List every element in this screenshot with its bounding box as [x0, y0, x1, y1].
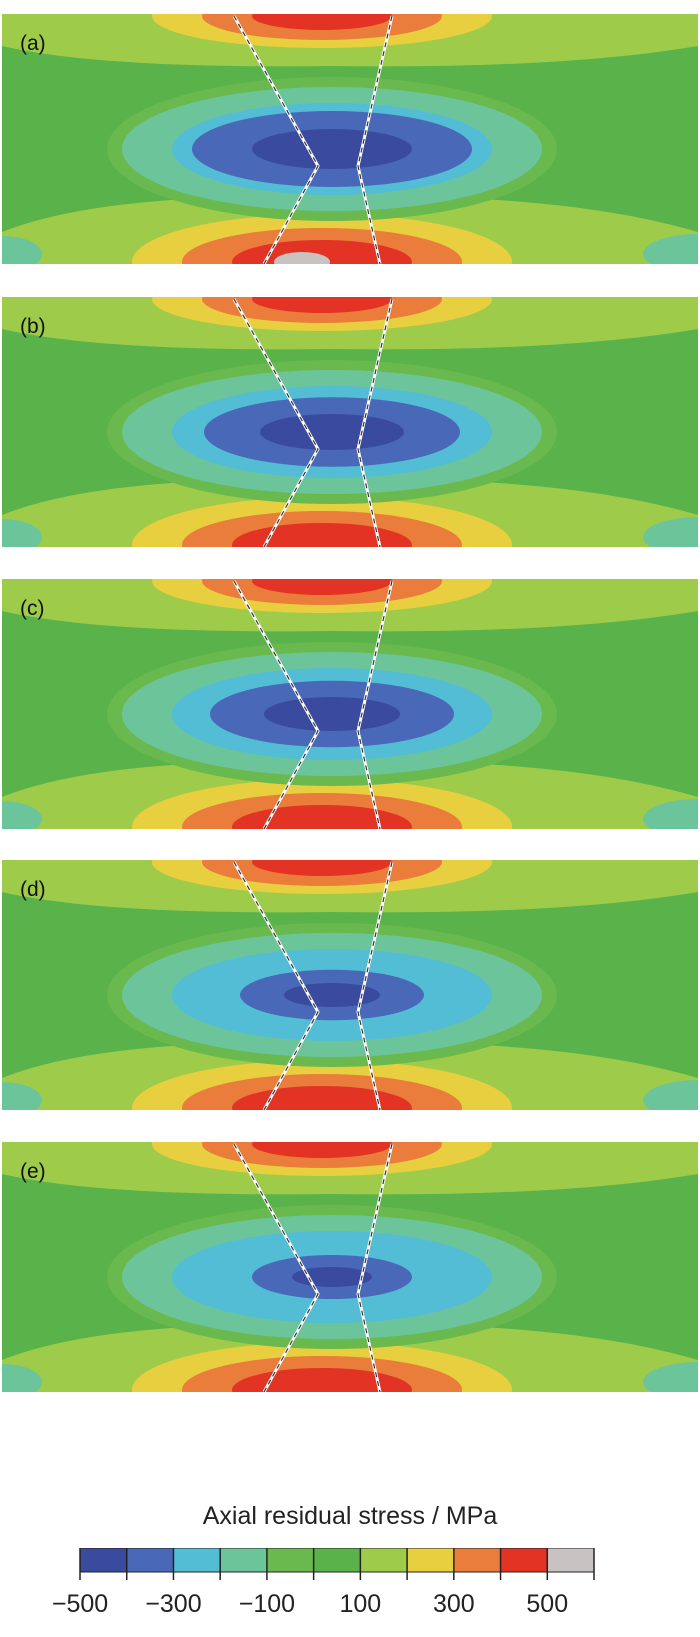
stress-contour-map	[2, 297, 698, 565]
colorbar-frame	[79, 1548, 595, 1573]
colorbar-segment	[547, 1548, 594, 1572]
panel-label: (d)	[20, 878, 46, 901]
right-edge-zone	[643, 1362, 698, 1402]
right-edge-zone	[643, 234, 698, 274]
contour-panel-c: (c)	[2, 579, 698, 847]
weld-boundary-line	[233, 15, 393, 265]
colorbar-segment	[266, 1548, 314, 1572]
colorbar-segment	[500, 1548, 548, 1572]
colorbar-segment	[220, 1548, 267, 1572]
panel-label: (c)	[20, 597, 45, 620]
colorbar-segment	[313, 1548, 361, 1572]
stress-contour-map	[2, 860, 698, 1128]
compression-zone-4	[260, 414, 404, 450]
weld-boundary-line	[233, 861, 393, 1111]
left-edge-zone	[2, 1082, 42, 1118]
top-tension-zone-2	[252, 1142, 392, 1158]
panel-gap	[2, 547, 698, 565]
colorbar-tick-label: 100	[339, 1590, 382, 1618]
contour-panel-e: (e)	[2, 1142, 698, 1410]
colorbar-segment	[126, 1548, 174, 1572]
panel-label: (e)	[20, 1160, 46, 1183]
top-tension-zone-2	[252, 579, 392, 595]
panel-label: (b)	[20, 315, 46, 338]
colorbar	[79, 1548, 595, 1580]
legend-title: Axial residual stress / MPa	[202, 1502, 498, 1530]
left-edge-zone	[2, 1364, 42, 1400]
left-edge-zone	[2, 519, 42, 555]
colorbar-tick-label: −500	[51, 1590, 109, 1618]
colorbar-segment	[407, 1548, 454, 1572]
contour-panel-a: (a)	[2, 14, 698, 282]
colorbar-tick-label: −300	[145, 1590, 202, 1618]
weld-boundary-line	[233, 580, 393, 830]
colorbar-tick-label: 500	[526, 1590, 569, 1618]
contour-panel-b: (b)	[2, 297, 698, 565]
colorbar-segment	[80, 1548, 127, 1572]
panel-gap	[2, 264, 698, 282]
right-edge-zone	[643, 1080, 698, 1120]
panel-gap	[2, 829, 698, 847]
top-tension-zone-2	[252, 297, 392, 313]
right-edge-zone	[643, 517, 698, 557]
colorbar-segment	[453, 1548, 501, 1572]
panel-gap	[2, 1392, 698, 1410]
weld-boundary-line	[233, 298, 393, 548]
stress-contour-map	[2, 579, 698, 847]
colorbar-segment	[173, 1548, 221, 1572]
weld-boundary-line	[233, 1143, 393, 1393]
left-edge-zone	[2, 236, 42, 272]
stress-contour-map	[2, 1142, 698, 1410]
right-edge-zone	[643, 799, 698, 839]
compression-zone-4	[284, 983, 380, 1007]
stress-contour-map	[2, 14, 698, 282]
colorbar-tick-label: 300	[432, 1590, 475, 1618]
compression-zone-4	[264, 697, 400, 731]
top-tension-zone-2	[252, 860, 392, 876]
colorbar-segment	[360, 1548, 408, 1572]
colorbar-tick-label: −100	[238, 1590, 296, 1618]
compression-zone-4	[252, 129, 412, 169]
panel-label: (a)	[20, 32, 46, 55]
left-edge-zone	[2, 801, 42, 837]
panel-gap	[2, 1110, 698, 1128]
top-tension-zone-2	[252, 14, 392, 30]
contour-panel-d: (d)	[2, 860, 698, 1128]
